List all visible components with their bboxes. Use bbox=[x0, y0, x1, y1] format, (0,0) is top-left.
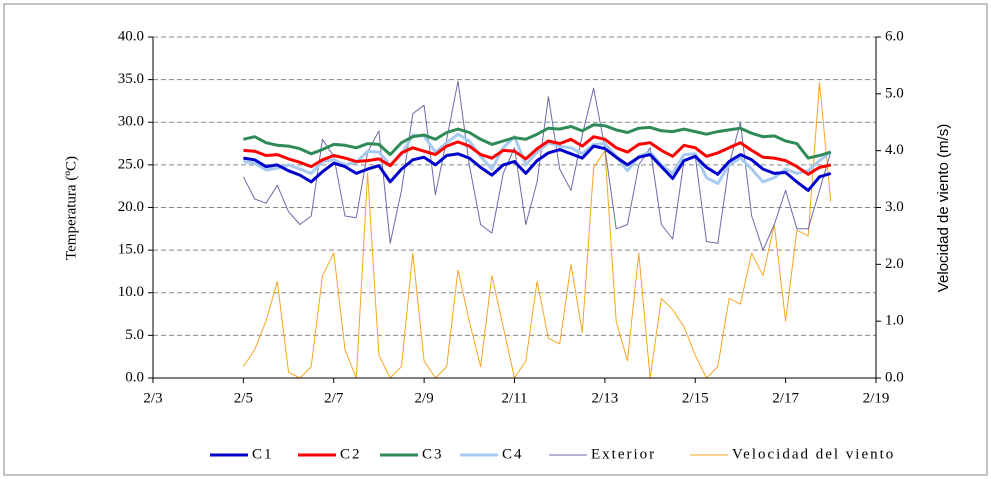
x-tick-label: 2/3 bbox=[143, 390, 162, 406]
legend-label: C1 bbox=[252, 446, 274, 462]
series-line bbox=[243, 144, 832, 192]
x-tick-label: 2/17 bbox=[772, 390, 799, 406]
x-tick-label: 2/7 bbox=[324, 390, 344, 406]
y-tick-label: 30.0 bbox=[118, 114, 144, 130]
y2-tick-label: 1.0 bbox=[885, 313, 904, 329]
legend-label: Velocidad del viento bbox=[732, 446, 895, 462]
x-tick-label: 2/11 bbox=[501, 390, 527, 406]
x-tick-label: 2/9 bbox=[415, 390, 434, 406]
y2-axis-title: Velocidad de viento (m/s) bbox=[935, 124, 952, 292]
y-tick-label: 0.0 bbox=[125, 369, 144, 385]
x-tick-label: 2/15 bbox=[682, 390, 709, 406]
y2-tick-label: 0.0 bbox=[885, 369, 904, 385]
legend-label: C3 bbox=[422, 446, 444, 462]
legend-label: C4 bbox=[502, 446, 524, 462]
y-tick-label: 25.0 bbox=[118, 156, 144, 172]
y-tick-label: 40.0 bbox=[118, 28, 144, 44]
series-line bbox=[243, 132, 832, 186]
series-line bbox=[242, 82, 832, 379]
x-tick-label: 2/13 bbox=[592, 390, 619, 406]
y2-tick-label: 6.0 bbox=[885, 28, 904, 44]
x-tick-label: 2/19 bbox=[863, 390, 890, 406]
y-tick-label: 35.0 bbox=[118, 71, 144, 87]
x-tick-label: 2/5 bbox=[234, 390, 253, 406]
legend-label: C2 bbox=[340, 446, 362, 462]
y-tick-label: 20.0 bbox=[118, 199, 144, 215]
y2-tick-label: 2.0 bbox=[885, 256, 904, 272]
y-tick-label: 5.0 bbox=[125, 327, 144, 343]
legend: C1 C2 C3 C4 Exterior Velocidad del viento bbox=[252, 446, 895, 462]
y2-tick-label: 4.0 bbox=[885, 142, 904, 158]
series-line bbox=[243, 123, 832, 160]
y-tick-label: 10.0 bbox=[118, 284, 144, 300]
legend-label: Exterior bbox=[591, 446, 656, 462]
series-line bbox=[243, 135, 832, 176]
y-tick-label: 15.0 bbox=[118, 242, 144, 258]
y2-tick-label: 3.0 bbox=[885, 199, 904, 215]
series-line bbox=[242, 80, 832, 251]
y2-tick-label: 5.0 bbox=[885, 85, 904, 101]
chart-frame bbox=[3, 3, 988, 476]
y-axis-title: Temperatura (ºC) bbox=[63, 156, 79, 260]
